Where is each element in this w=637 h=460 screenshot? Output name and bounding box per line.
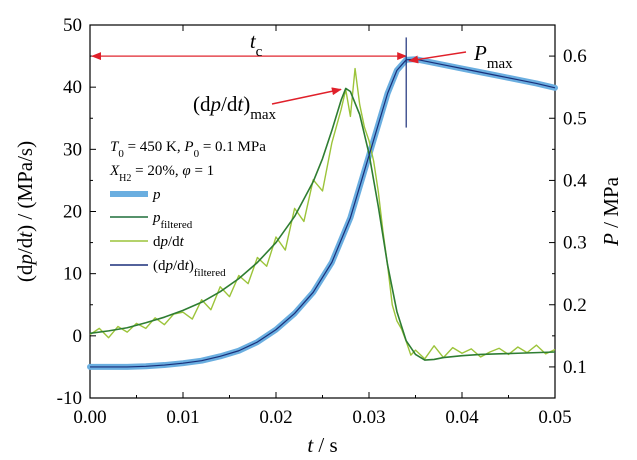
tc-label: tc (250, 29, 263, 60)
x-tick-label: 0.05 (538, 407, 571, 428)
y-left-axis-title: (dp/dt) / (MPa/s) (13, 141, 37, 282)
yl-tick-label: 10 (63, 264, 82, 285)
legend-label-p: p (152, 187, 161, 203)
legend-label-p-filtered: pfiltered (152, 210, 193, 231)
yr-tick-label: 0.6 (563, 46, 587, 67)
x-tick-label: 0.03 (352, 407, 385, 428)
x-tick-label: 0.00 (73, 407, 106, 428)
series-p-filtered-line (90, 58, 556, 368)
yl-tick-label: 30 (63, 139, 82, 160)
pmax-label: Pmax (473, 41, 513, 72)
x-tick-label: 0.01 (166, 407, 199, 428)
condition-line-2: XH2 = 20%, φ = 1 (109, 163, 214, 184)
yr-tick-label: 0.2 (563, 295, 587, 316)
yl-tick-label: 0 (73, 326, 83, 347)
condition-line-1: T0 = 450 K, P0 = 0.1 MPa (110, 139, 266, 160)
legend-label-dpdt: dp/dt (153, 234, 185, 250)
yr-tick-label: 0.5 (563, 108, 587, 129)
yl-tick-label: 40 (63, 77, 82, 98)
dpdt-max-arrow (271, 87, 342, 105)
pmax-arrow (408, 51, 467, 64)
dpdt-max-label: (dp/dt)max (193, 92, 277, 123)
yr-tick-label: 0.4 (563, 170, 587, 191)
legend-label-dpdt-filtered: (dp/dt)filtered (153, 258, 226, 279)
series-dpdt-line (89, 67, 556, 360)
series-dpdt-filtered-line (89, 87, 556, 361)
x-axis-title: t / s (307, 433, 337, 457)
x-tick-label: 0.02 (259, 407, 292, 428)
yl-tick-label: 50 (63, 15, 82, 36)
y-right-axis-title: P / MPa (599, 176, 623, 247)
yl-tick-label: -10 (57, 388, 82, 409)
x-tick-label: 0.04 (445, 407, 479, 428)
yr-tick-label: 0.3 (563, 233, 587, 254)
yl-tick-label: 20 (63, 202, 82, 223)
yr-tick-label: 0.1 (563, 357, 587, 378)
